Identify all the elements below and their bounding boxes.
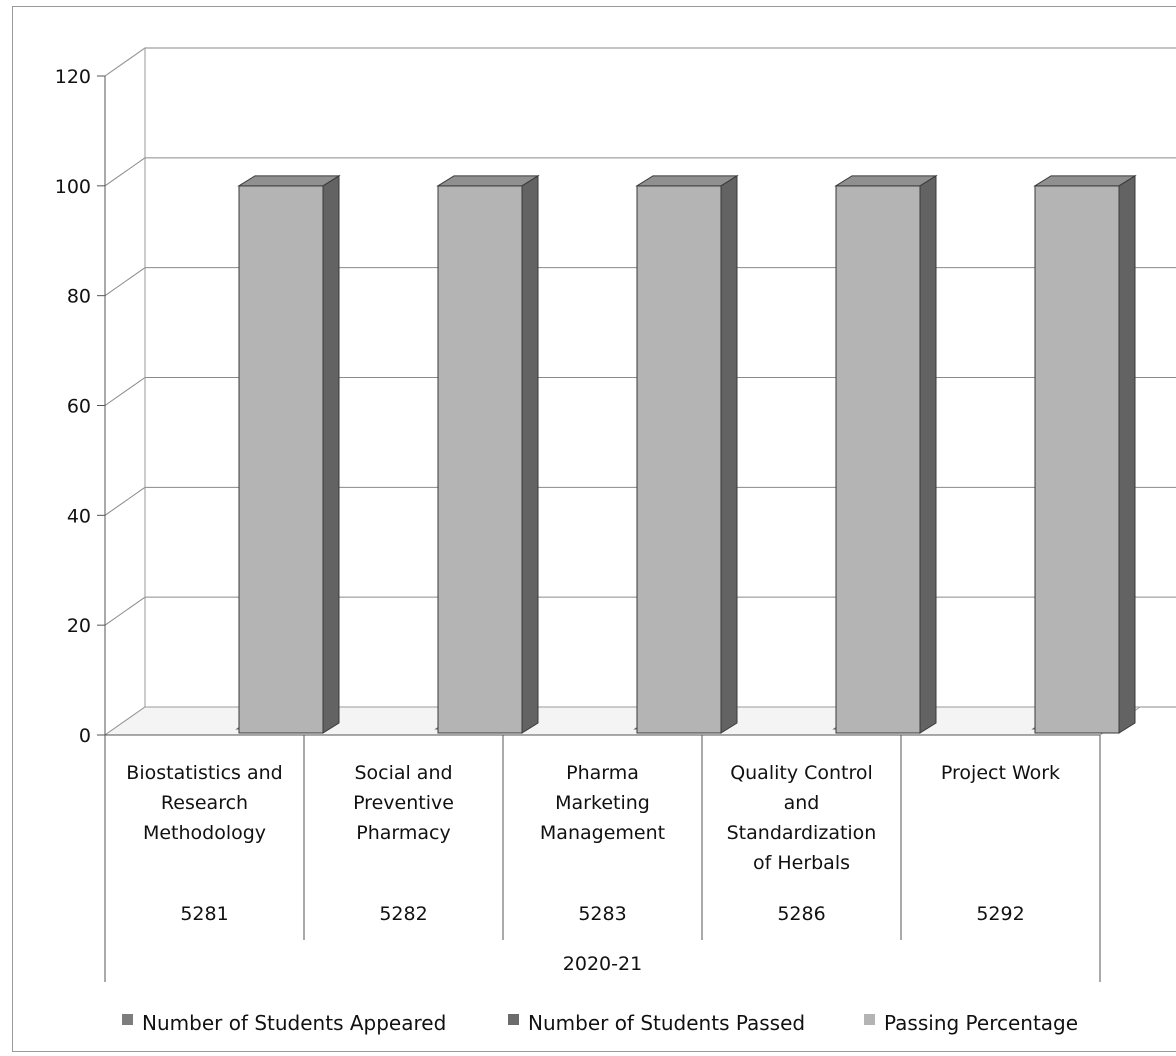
- category-label: Methodology: [143, 822, 266, 844]
- category-label: Preventive: [353, 792, 454, 814]
- category-code: 5286: [777, 903, 825, 925]
- category-label: Research: [161, 792, 248, 814]
- bar-top: [1033, 175, 1137, 187]
- gridline-diagonal: [104, 377, 146, 406]
- bar-front: [238, 185, 324, 734]
- y-tick-label: 120: [55, 66, 91, 88]
- category-label: Project Work: [941, 762, 1060, 784]
- legend-swatch: [508, 1014, 519, 1025]
- group-label: 2020-21: [563, 953, 642, 975]
- bar-front: [437, 185, 523, 734]
- y-tick-label: 60: [67, 396, 91, 418]
- legend-label: Passing Percentage: [884, 1011, 1078, 1035]
- category-label: Social and: [354, 762, 452, 784]
- bar-layer: [235, 174, 1137, 734]
- label-layer: 0 20 40 60 80 100 120 Biostatistics and Research…: [55, 66, 1060, 975]
- category-label: Pharma: [566, 762, 639, 784]
- category-label: of Herbals: [753, 852, 850, 874]
- legend-label: Number of Students Passed: [528, 1011, 805, 1035]
- bar-top: [436, 175, 540, 187]
- category-code: 5283: [578, 903, 626, 925]
- bar-front: [636, 185, 722, 734]
- bar-front: [835, 185, 921, 734]
- legend-swatch: [122, 1014, 133, 1025]
- bar-top: [237, 175, 341, 187]
- y-tick-label: 0: [79, 725, 91, 747]
- category-label: Marketing: [555, 792, 650, 814]
- category-label: and: [784, 792, 820, 814]
- category-label: Management: [540, 822, 665, 844]
- category-label: Standardization: [727, 822, 877, 844]
- bar-side: [1118, 174, 1136, 734]
- bar-front: [1034, 185, 1120, 734]
- gridline-diagonal: [104, 596, 146, 626]
- y-tick-label: 40: [67, 505, 91, 527]
- bar-side: [521, 174, 539, 734]
- category-label: Biostatistics and: [126, 762, 282, 784]
- category-code: 5292: [976, 903, 1024, 925]
- category-code: 5281: [180, 903, 228, 925]
- category-label: Pharmacy: [356, 822, 450, 844]
- y-tick-label: 100: [55, 176, 91, 198]
- category-code: 5282: [379, 903, 427, 925]
- gridline-diagonal: [104, 267, 146, 297]
- legend-label: Number of Students Appeared: [142, 1011, 446, 1035]
- legend-swatch: [864, 1014, 875, 1025]
- bar-side: [322, 174, 340, 734]
- category-label: Quality Control: [730, 762, 873, 784]
- legend: Number of Students Appeared Number of Stu…: [122, 1011, 1078, 1035]
- bar-side: [720, 174, 738, 734]
- bar-side: [919, 174, 937, 734]
- gridline-diagonal: [104, 486, 146, 516]
- gridline-diagonal: [104, 157, 146, 187]
- chart-frame: [12, 6, 1176, 1052]
- y-tick-label: 80: [67, 286, 91, 308]
- bar-top: [635, 175, 739, 187]
- y-tick-label: 20: [67, 615, 91, 637]
- bar-top: [834, 175, 938, 187]
